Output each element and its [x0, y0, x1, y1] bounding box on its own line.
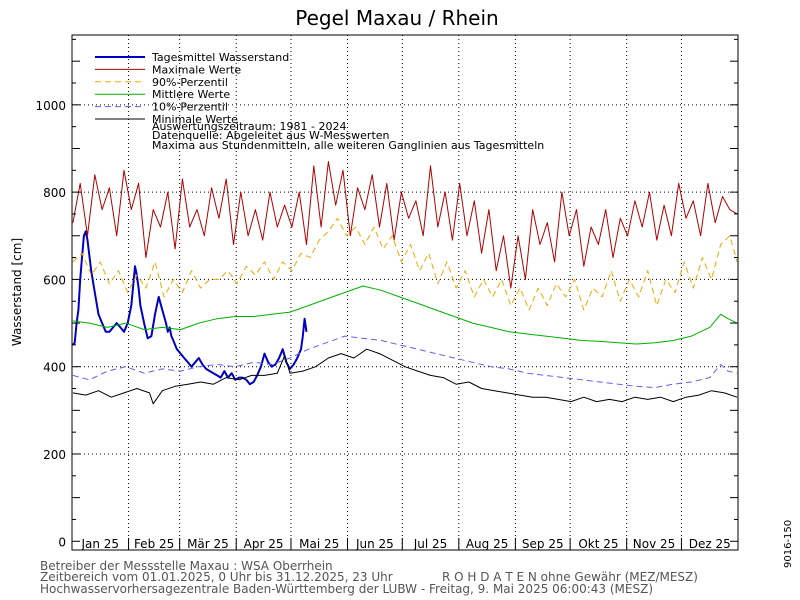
legend-label: 90%-Perzentil: [152, 76, 228, 89]
y-tick-label: 200: [43, 448, 66, 462]
side-label: 9016-150: [783, 520, 794, 568]
footer-provider: Hochwasservorhersagezentrale Baden-Württ…: [40, 582, 653, 596]
legend-label: Maximale Werte: [152, 63, 241, 76]
series-lines: [72, 161, 738, 405]
x-tick-label: Okt 25: [578, 537, 618, 551]
legend-label: 10%-Perzentil: [152, 101, 228, 114]
y-axis-label: Wasserstand [cm]: [10, 238, 24, 346]
legend-label: Tagesmittel Wasserstand: [151, 51, 289, 64]
y-tick-label: 0: [58, 535, 66, 549]
x-tick-label: Sep 25: [522, 537, 564, 551]
plot-frame: [71, 34, 739, 551]
y-tick-label: 400: [43, 361, 66, 375]
x-tick-label: Jan 25: [80, 537, 119, 551]
annotation-period: Auswertungszeitraum: 1981 - 2024: [152, 120, 347, 133]
x-tick-label: Jul 25: [413, 537, 448, 551]
footer-operator: Betreiber der Messstelle Maxau : WSA Obe…: [40, 559, 333, 573]
annotation-note: Maxima aus Stundenmitteln, alle weiteren…: [152, 139, 544, 152]
series-line-3: [72, 285, 738, 345]
x-tick-label: Apr 25: [244, 537, 284, 551]
footer-rawdata-note: R O H D A T E N ohne Gewähr (MEZ/MESZ): [442, 570, 698, 584]
x-tick-label: Feb 25: [134, 537, 174, 551]
axis-ticks: 0 200 400 600 800 1000 Jan 25 Feb 25 Mär 25 Apr 2…: [35, 38, 738, 551]
x-tick-label: Mai 25: [299, 537, 339, 551]
series-line-1: [72, 161, 738, 289]
y-tick-label: 1000: [35, 99, 66, 113]
y-tick-label: 800: [43, 186, 66, 200]
series-line-5: [72, 348, 738, 405]
series-line-0: [72, 230, 308, 386]
y-tick-label: 600: [43, 273, 66, 287]
legend-label: Minimale Werte: [152, 113, 238, 126]
x-tick-label: Mär 25: [187, 537, 229, 551]
x-tick-label: Dez 25: [689, 537, 731, 551]
footer-time-range: Zeitbereich vom 01.01.2025, 0 Uhr bis 31…: [40, 570, 393, 584]
series-line-2: [72, 217, 738, 311]
chart-title: Pegel Maxau / Rhein: [295, 6, 498, 30]
x-tick-label: Aug 25: [466, 537, 509, 551]
x-tick-label: Jun 25: [355, 537, 394, 551]
legend-label: Mittlere Werte: [152, 88, 230, 101]
annotation-source: Datenquelle: Abgeleitet aus W-Messwerten: [152, 129, 390, 142]
series-line-4: [72, 335, 738, 389]
x-tick-label: Nov 25: [633, 537, 676, 551]
